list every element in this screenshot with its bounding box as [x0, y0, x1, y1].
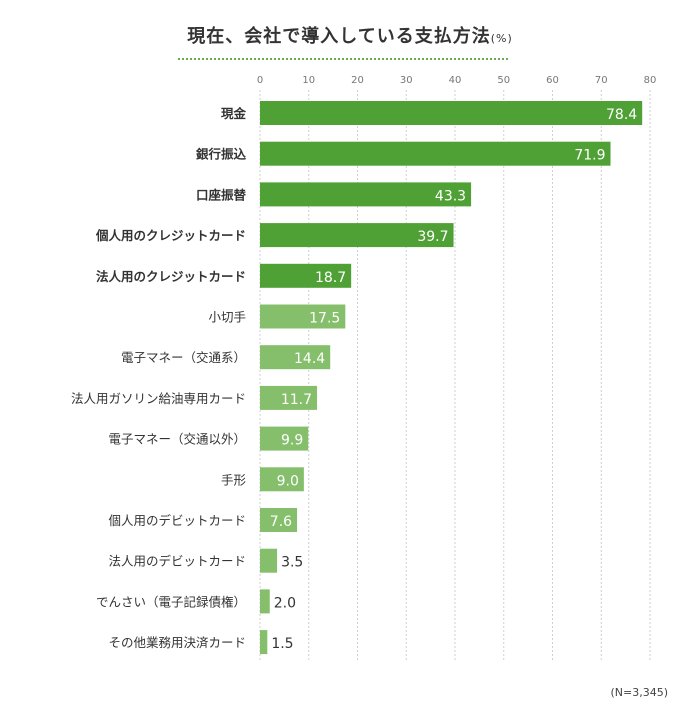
x-tick-label: 70: [595, 75, 608, 86]
bar: [260, 630, 268, 655]
value-label: 43.3: [435, 188, 466, 204]
x-tick-label: 20: [351, 75, 364, 86]
chart-title: 現在、会社で導入している支払方法(%): [181, 22, 519, 56]
bar: [260, 426, 309, 451]
category-label: 銀行振込: [195, 147, 247, 162]
sample-size-note: (N=3,345): [610, 686, 668, 699]
bar: [260, 141, 611, 166]
bar: [260, 589, 270, 614]
chart-title-unit: (%): [490, 32, 513, 45]
category-labels: 現金銀行振込口座振替個人用のクレジットカード法人用のクレジットカード小切手電子マ…: [71, 106, 247, 650]
value-label: 17.5: [309, 311, 340, 327]
chart-title-wrap: 現在、会社で導入している支払方法(%): [0, 22, 700, 56]
x-tick-label: 30: [400, 75, 413, 86]
bar: [260, 508, 298, 532]
value-label: 7.6: [270, 514, 292, 530]
x-tick-label: 10: [302, 75, 315, 86]
bar: [260, 304, 346, 329]
category-label: その他業務用決済カード: [108, 635, 246, 650]
value-label: 3.5: [281, 555, 303, 571]
value-label: 78.4: [606, 107, 637, 123]
bar: [260, 467, 304, 492]
x-tick-label: 0: [257, 75, 263, 86]
category-label: 法人用のデビットカード: [108, 554, 246, 569]
category-label: 法人用のクレジットカード: [96, 269, 246, 284]
category-label: 口座振替: [196, 187, 247, 202]
value-label: 9.9: [281, 433, 303, 449]
value-label: 11.7: [281, 392, 312, 408]
x-tick-label: 50: [497, 75, 510, 86]
category-label: 電子マネー（交通系）: [121, 350, 246, 365]
title-underline: [178, 58, 508, 60]
x-tick-label: 80: [644, 75, 657, 86]
bar: [260, 345, 331, 370]
value-label: 18.7: [315, 270, 346, 286]
x-tick-label: 60: [546, 75, 559, 86]
bar: [260, 182, 472, 207]
category-label: 個人用のクレジットカード: [95, 228, 246, 243]
bar: [260, 101, 643, 125]
category-label: 個人用のデビットカード: [108, 513, 246, 528]
value-label: 39.7: [417, 229, 448, 245]
value-label: 2.0: [274, 595, 296, 611]
value-label: 1.5: [271, 636, 293, 652]
category-label: 法人用ガソリン給油専用カード: [71, 391, 246, 406]
category-label: でんさい（電子記録債権）: [96, 594, 246, 609]
category-label: 小切手: [208, 310, 246, 325]
value-labels: 78.4 71.9 43.3 39.7 18.7 17.5 14.4 11.7 9.9 9.0 7.…: [270, 107, 638, 652]
value-label: 14.4: [294, 351, 325, 367]
x-tick-labels: 0 10 20 30 40 50 60 70 80: [257, 75, 657, 86]
value-label: 9.0: [277, 473, 299, 489]
chart-title-text: 現在、会社で導入している支払方法: [187, 26, 491, 47]
bar: [260, 548, 278, 573]
bar: [260, 263, 352, 288]
bar: [260, 223, 454, 248]
value-label: 71.9: [574, 148, 605, 164]
category-label: 手形: [221, 472, 247, 487]
bar: [260, 385, 318, 410]
category-label: 電子マネー（交通以外）: [108, 432, 246, 447]
category-label: 現金: [221, 106, 247, 121]
grid-lines: [259, 90, 651, 662]
x-tick-label: 40: [449, 75, 462, 86]
bars: [260, 101, 643, 655]
